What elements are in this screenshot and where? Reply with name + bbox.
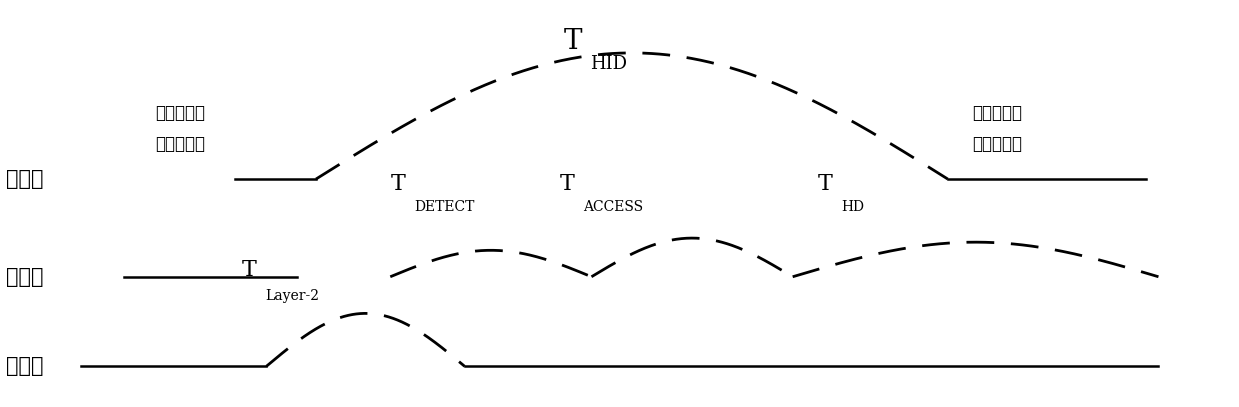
Text: T: T [564,28,582,55]
Text: T: T [818,173,833,195]
Text: 数据包来自: 数据包来自 [973,104,1022,122]
Text: 新接入路由: 新接入路由 [973,135,1022,153]
Text: HD: HD [841,200,865,214]
Text: T: T [390,173,405,195]
Text: ACCESS: ACCESS [584,200,644,214]
Text: 原接入路由: 原接入路由 [155,135,204,153]
Text: 网络层: 网络层 [6,267,43,287]
Text: 数据包来自: 数据包来自 [155,104,204,122]
Text: T: T [560,173,575,195]
Text: 链路层: 链路层 [6,356,43,376]
Text: Layer-2: Layer-2 [265,289,320,303]
Text: T: T [242,259,256,281]
Text: DETECT: DETECT [414,200,475,214]
Text: 数据流: 数据流 [6,169,43,189]
Text: HID: HID [590,55,627,73]
